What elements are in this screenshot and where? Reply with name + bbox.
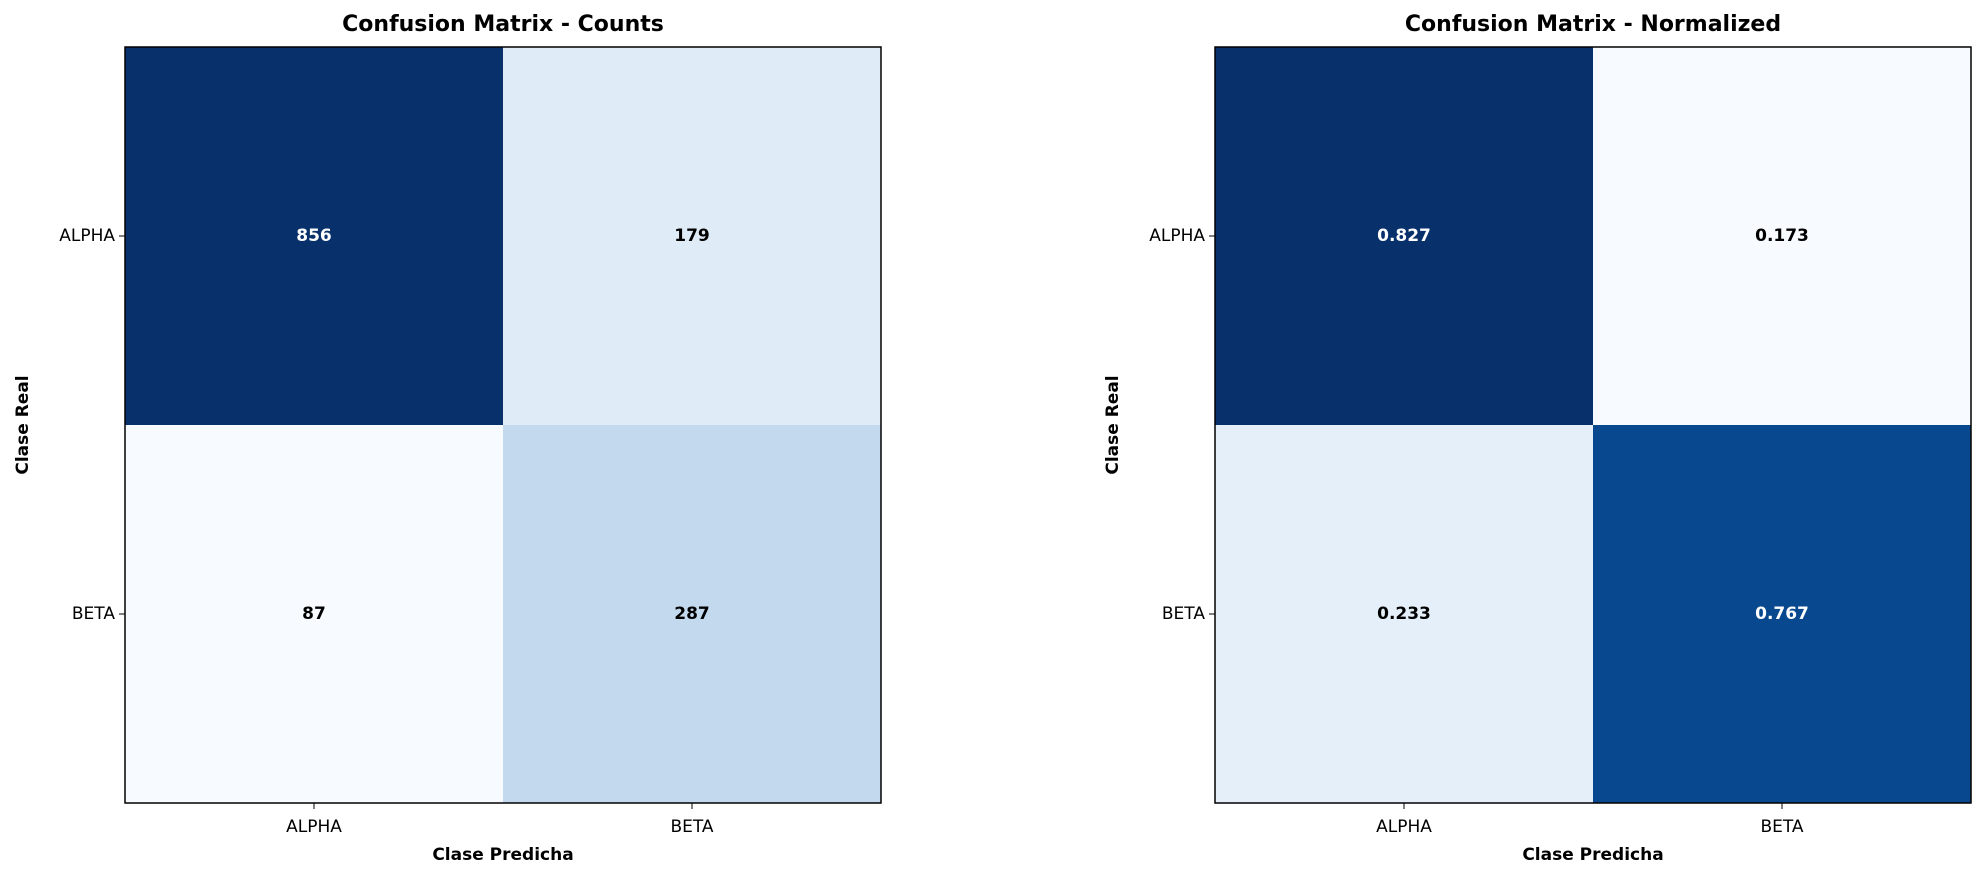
heatmap-cell: [1593, 47, 1971, 425]
cell-label: 287: [674, 604, 710, 624]
x-axis-label: Clase Predicha: [432, 845, 573, 865]
x-tick-label: ALPHA: [286, 817, 342, 837]
cell-label: 87: [302, 604, 326, 624]
heatmap-cell: [503, 425, 881, 803]
heatmap-cell: [1215, 425, 1593, 803]
chart-title: Confusion Matrix - Counts: [342, 12, 664, 37]
x-axis-label: Clase Predicha: [1522, 845, 1663, 865]
x-tick-label: BETA: [1760, 817, 1803, 837]
y-axis-label: Clase Real: [1103, 375, 1123, 474]
heatmap-cell: [1593, 425, 1971, 803]
y-tick-label: BETA: [1162, 604, 1205, 624]
plot-frame: [1214, 46, 1972, 804]
heatmap-cell: [1215, 47, 1593, 425]
heatmap-cell: [125, 425, 503, 803]
heatmap-cell: [503, 47, 881, 425]
heatmap-cell: [125, 47, 503, 425]
x-tick-label: BETA: [670, 817, 713, 837]
cell-label: 179: [674, 226, 710, 246]
y-axis-label: Clase Real: [13, 375, 33, 474]
y-tick-label: ALPHA: [1149, 226, 1205, 246]
cell-label: 0.767: [1755, 604, 1809, 624]
cell-label: 0.233: [1377, 604, 1431, 624]
chart-title: Confusion Matrix - Normalized: [1405, 12, 1781, 37]
y-tick-label: BETA: [72, 604, 115, 624]
cell-label: 0.173: [1755, 226, 1809, 246]
x-tick-label: ALPHA: [1376, 817, 1432, 837]
cell-label: 856: [296, 226, 332, 246]
cell-label: 0.827: [1377, 226, 1431, 246]
y-tick-label: ALPHA: [59, 226, 115, 246]
plot-frame: [124, 46, 882, 804]
